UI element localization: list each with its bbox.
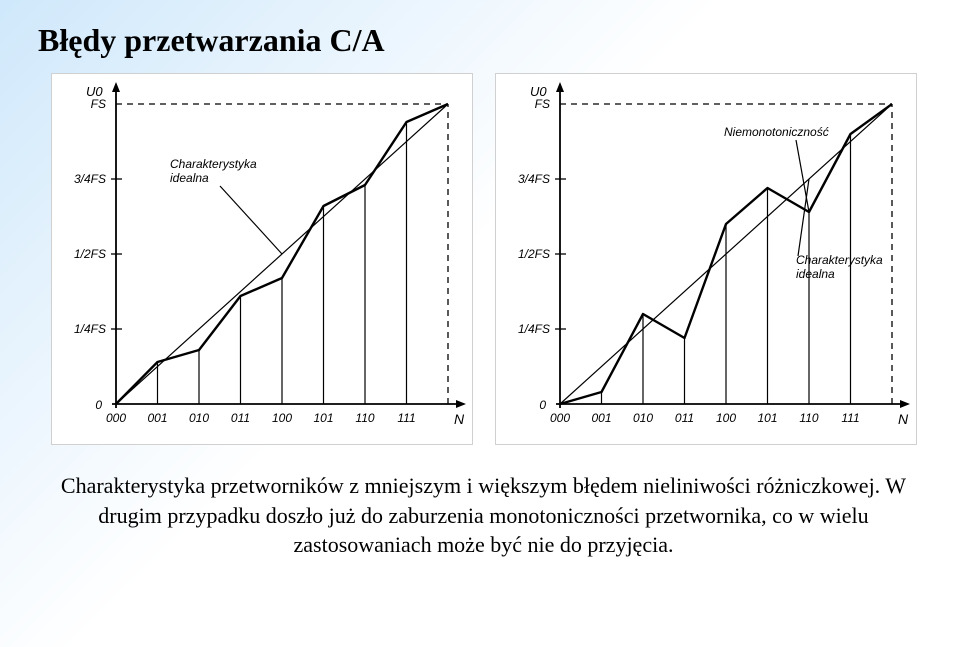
svg-text:000: 000 xyxy=(105,411,125,425)
svg-text:FS: FS xyxy=(534,97,549,111)
svg-text:111: 111 xyxy=(397,411,415,425)
svg-text:1/4FS: 1/4FS xyxy=(517,322,549,336)
svg-text:N: N xyxy=(454,411,465,427)
svg-text:111: 111 xyxy=(841,411,859,425)
svg-text:101: 101 xyxy=(313,411,333,425)
svg-text:N: N xyxy=(898,411,909,427)
svg-text:011: 011 xyxy=(674,411,693,425)
svg-text:110: 110 xyxy=(355,411,374,425)
svg-text:011: 011 xyxy=(230,411,249,425)
chart-right: 0 1/4FS 1/2FS 3/4FS FS 000 001 010 011 100 101 110 1… xyxy=(495,73,917,445)
svg-text:110: 110 xyxy=(799,411,818,425)
svg-text:1/2FS: 1/2FS xyxy=(517,247,549,261)
svg-text:Niemonotoniczność: Niemonotoniczność xyxy=(724,125,829,139)
chart-right-svg: 0 1/4FS 1/2FS 3/4FS FS 000 001 010 011 100 101 110 1… xyxy=(496,74,916,444)
svg-text:1/2FS: 1/2FS xyxy=(73,247,105,261)
chart-left: 0 1/4FS 1/2FS 3/4FS FS 000 001 010 011 100 101 110 1… xyxy=(51,73,473,445)
svg-text:3/4FS: 3/4FS xyxy=(517,172,549,186)
page-root: Błędy przetwarzania C/A 0 1/4FS 1/2FS 3/4FS… xyxy=(0,0,959,647)
svg-text:001: 001 xyxy=(591,411,611,425)
svg-text:U0: U0 xyxy=(86,84,103,99)
chart-left-svg: 0 1/4FS 1/2FS 3/4FS FS 000 001 010 011 100 101 110 1… xyxy=(52,74,472,444)
svg-text:1/4FS: 1/4FS xyxy=(73,322,105,336)
charts-row: 01/4FS1/2FS3/4FSFS0000010100111001011101… xyxy=(36,73,931,445)
svg-text:001: 001 xyxy=(147,411,167,425)
svg-text:idealna: idealna xyxy=(796,267,835,281)
svg-text:010: 010 xyxy=(188,411,208,425)
svg-text:Charakterystyka: Charakterystyka xyxy=(796,253,883,267)
svg-text:101: 101 xyxy=(757,411,777,425)
svg-text:FS: FS xyxy=(90,97,105,111)
page-title: Błędy przetwarzania C/A xyxy=(38,22,931,59)
svg-text:0: 0 xyxy=(95,398,102,412)
svg-text:010: 010 xyxy=(632,411,652,425)
svg-text:Charakterystyka: Charakterystyka xyxy=(170,157,257,171)
svg-text:100: 100 xyxy=(715,411,735,425)
caption-text: Charakterystyka przetworników z mniejszy… xyxy=(59,471,909,560)
svg-text:U0: U0 xyxy=(530,84,547,99)
svg-text:idealna: idealna xyxy=(170,171,209,185)
svg-text:000: 000 xyxy=(549,411,569,425)
svg-text:0: 0 xyxy=(539,398,546,412)
svg-text:3/4FS: 3/4FS xyxy=(73,172,105,186)
svg-text:100: 100 xyxy=(271,411,291,425)
